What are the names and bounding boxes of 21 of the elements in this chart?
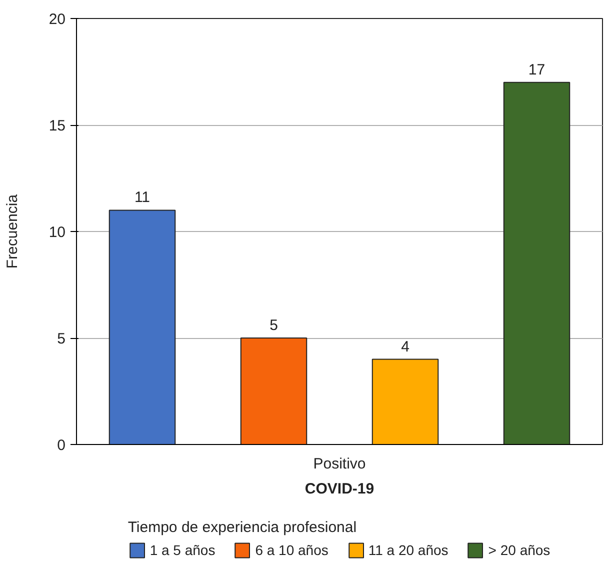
y-tick-label: 15: [48, 118, 66, 134]
bar: [503, 82, 570, 444]
bar: [240, 338, 308, 444]
data-label: 11: [134, 189, 150, 206]
legend-label: > 20 años: [488, 542, 550, 558]
bar: [108, 210, 176, 444]
y-tick-label: 5: [57, 330, 66, 348]
legend-title: Tiempo de experiencia profesional: [128, 519, 358, 536]
y-tick-label: 0: [57, 437, 66, 454]
legend-label: 6 a 10 años: [255, 542, 328, 558]
data-label: 5: [270, 317, 278, 334]
x-axis-title: COVID-19: [304, 480, 374, 498]
bar: [372, 358, 439, 444]
legend-label: 11 a 20 años: [368, 542, 448, 558]
y-axis-title: Frecuencia: [4, 194, 21, 269]
data-label: 4: [401, 338, 410, 356]
data-label: 17: [528, 61, 546, 78]
legend-label: 1 a 5 años: [150, 542, 216, 558]
y-tick-label: 20: [48, 11, 66, 28]
y-tick-label: 10: [48, 224, 66, 241]
x-tick-label: Positivo: [313, 456, 366, 472]
